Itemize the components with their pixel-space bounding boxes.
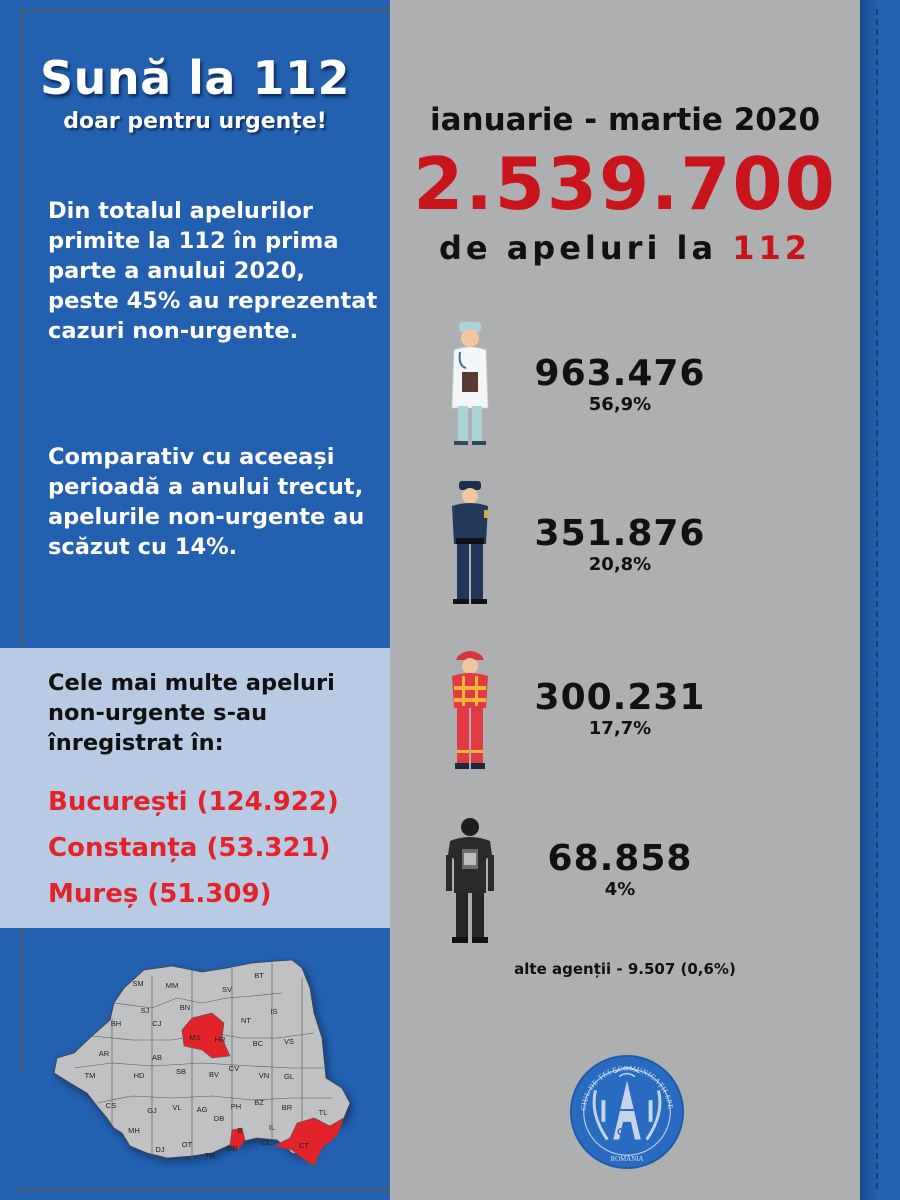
firefighter-icon: [452, 651, 488, 769]
svg-text:OT: OT: [182, 1140, 193, 1149]
svg-text:IS: IS: [270, 1007, 277, 1016]
svg-text:SV: SV: [222, 985, 232, 994]
svg-text:BN: BN: [180, 1003, 190, 1012]
dashed-border-left: [20, 9, 23, 1069]
svg-text:BC: BC: [253, 1039, 264, 1048]
sts-seal-icon: SERVICIUL DE TELECOMUNICAȚII SPECIALE RO…: [568, 1053, 685, 1170]
top-counties-box: Cele mai multe apeluri non-urgente s-au …: [0, 648, 390, 928]
gendarme-riot-gear-icon: [446, 818, 494, 943]
svg-text:CT: CT: [299, 1141, 309, 1150]
svg-text:BV: BV: [209, 1070, 219, 1079]
svg-text:DJ: DJ: [155, 1145, 164, 1154]
svg-text:B: B: [237, 1126, 242, 1135]
headline-title: Sună la 112: [39, 51, 351, 105]
other-agencies-note: alte agenții - 9.507 (0,6%): [514, 960, 736, 978]
romania-county-map: SM MM SV BT SJ BN IS BH CJ NT MS HR BC VS AR AB CV TM…: [53, 959, 351, 1167]
non-urgent-share-paragraph: Din totalul apelurilor primite la 112 în…: [48, 198, 378, 344]
svg-text:MH: MH: [128, 1126, 140, 1135]
dashed-border-bottom: [20, 1188, 390, 1191]
doctor-icon: [451, 322, 489, 445]
total-label-prefix: de apeluri la: [438, 229, 718, 267]
svg-text:BZ: BZ: [254, 1098, 264, 1107]
agency-firefighters: 300.231 17,7%: [440, 646, 740, 786]
svg-text:BH: BH: [111, 1019, 121, 1028]
period-label: ianuarie - martie 2020: [429, 102, 821, 138]
svg-text:CS: CS: [106, 1101, 116, 1110]
svg-text:VS: VS: [284, 1037, 294, 1046]
svg-text:DB: DB: [214, 1114, 224, 1123]
total-label-number: 112: [732, 229, 812, 267]
svg-text:AR: AR: [99, 1049, 110, 1058]
county-ct-highlight: [273, 1117, 345, 1167]
svg-text:GJ: GJ: [147, 1106, 157, 1115]
county-b-highlight: [229, 1127, 246, 1151]
svg-text:MS: MS: [189, 1033, 200, 1042]
svg-text:TR: TR: [205, 1151, 216, 1160]
agency-gendarmerie-percent: 4%: [604, 879, 636, 900]
agency-gendarmerie-value: 68.858: [547, 838, 693, 879]
svg-text:BT: BT: [254, 971, 264, 980]
top-counties-intro: Cele mai multe apeluri non-urgente s-au …: [48, 670, 335, 756]
agency-police-percent: 20,8%: [588, 554, 652, 575]
agency-police-value: 351.876: [534, 513, 706, 554]
svg-text:BR: BR: [282, 1103, 293, 1112]
svg-text:CL: CL: [261, 1138, 271, 1147]
agency-firefighters-percent: 17,7%: [588, 718, 652, 739]
svg-text:AB: AB: [152, 1053, 162, 1062]
agency-ambulance-value: 963.476: [534, 353, 706, 394]
svg-text:SJ: SJ: [141, 1006, 150, 1015]
svg-text:GL: GL: [284, 1072, 294, 1081]
agency-firefighters-value: 300.231: [534, 677, 706, 718]
svg-text:TL: TL: [319, 1108, 328, 1117]
svg-text:ROMÂNIA: ROMÂNIA: [611, 1155, 644, 1163]
svg-text:AG: AG: [197, 1105, 208, 1114]
dashed-border-top: [20, 9, 390, 12]
agency-ambulance-percent: 56,9%: [588, 394, 652, 415]
svg-text:HR: HR: [215, 1035, 226, 1044]
county-constanta: Constanța (53.321): [48, 833, 331, 863]
dashed-border-right: [876, 9, 878, 1189]
romania-outline: [53, 959, 351, 1159]
svg-text:VL: VL: [172, 1103, 181, 1112]
agency-gendarmerie: 68.858 4%: [440, 815, 740, 955]
svg-text:GR: GR: [226, 1144, 238, 1153]
svg-text:VN: VN: [259, 1071, 269, 1080]
svg-text:SM: SM: [132, 979, 143, 988]
agency-police: 351.876 20,8%: [440, 478, 740, 618]
svg-text:IL: IL: [269, 1123, 275, 1132]
county-bucuresti: București (124.922): [48, 787, 339, 817]
svg-text:TM: TM: [85, 1071, 96, 1080]
agency-ambulance: 963.476 56,9%: [440, 318, 740, 458]
headline-subtitle: doar pentru urgențe!: [63, 109, 327, 134]
svg-text:PH: PH: [231, 1102, 241, 1111]
svg-text:CJ: CJ: [152, 1019, 161, 1028]
svg-text:CV: CV: [229, 1064, 239, 1073]
total-calls-value: 2.539.700: [413, 142, 837, 226]
svg-text:NT: NT: [241, 1016, 251, 1025]
svg-text:HD: HD: [134, 1071, 145, 1080]
right-strip: [860, 0, 900, 1200]
county-mures: Mureș (51.309): [48, 879, 272, 909]
year-comparison-paragraph: Comparativ cu aceeași perioadă a anului …: [48, 444, 365, 560]
police-officer-icon: [452, 481, 488, 604]
svg-text:MM: MM: [166, 981, 179, 990]
county-ms-highlight: [181, 1012, 231, 1059]
total-calls-label: de apeluri la 112: [390, 226, 860, 270]
svg-text:SB: SB: [176, 1067, 186, 1076]
